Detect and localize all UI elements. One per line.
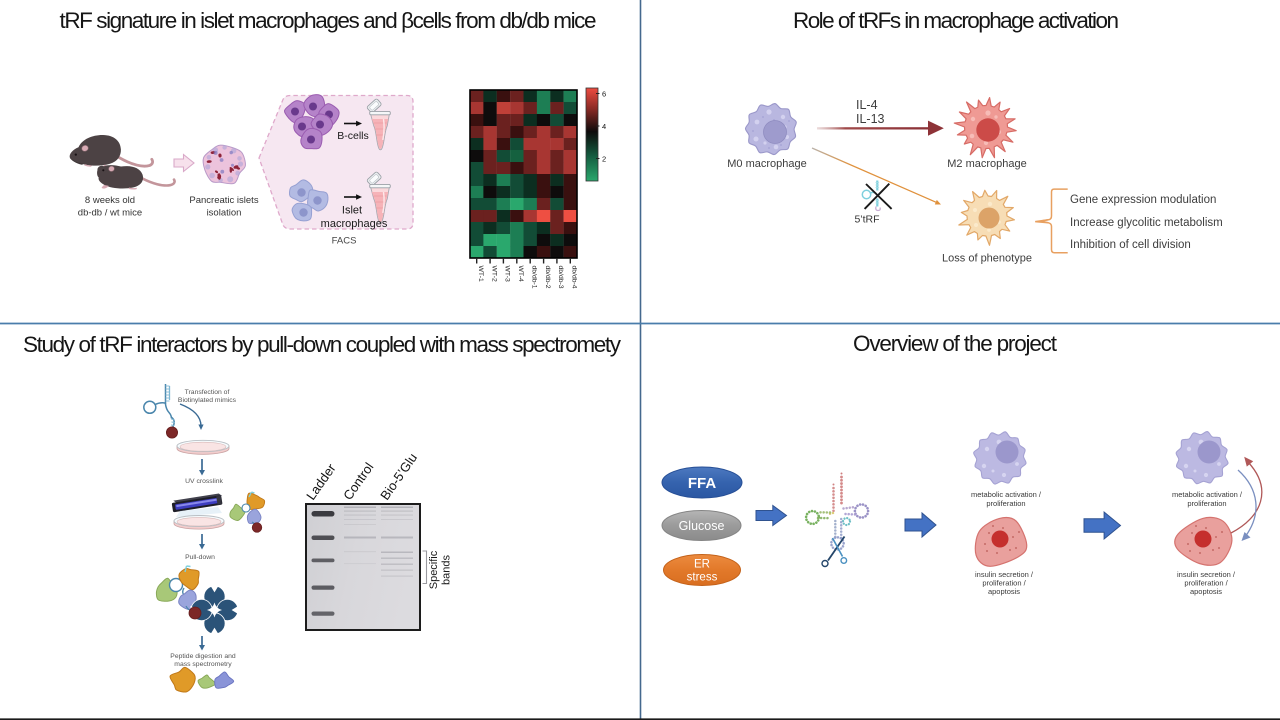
svg-text:WT-4: WT-4 bbox=[517, 266, 524, 282]
svg-text:Pancreatic islets: Pancreatic islets bbox=[189, 195, 258, 206]
svg-text:Transfection of: Transfection of bbox=[185, 389, 230, 396]
svg-text:FACS: FACS bbox=[332, 236, 357, 247]
svg-text:5’tRF: 5’tRF bbox=[854, 214, 879, 226]
svg-text:Study of tRF interactors by pu: Study of tRF interactors by pull-down co… bbox=[23, 332, 622, 357]
svg-text:IL-13: IL-13 bbox=[856, 112, 885, 126]
svg-text:Pull-down: Pull-down bbox=[185, 554, 215, 561]
svg-text:UV crosslink: UV crosslink bbox=[185, 478, 223, 485]
svg-text:apoptosis: apoptosis bbox=[988, 587, 1020, 596]
svg-text:Gene expression modulation: Gene expression modulation bbox=[1070, 194, 1216, 206]
svg-text:Overview of the project: Overview of the project bbox=[853, 331, 1058, 356]
svg-text:proliferation /: proliferation / bbox=[982, 579, 1026, 588]
svg-text:8 weeks old: 8 weeks old bbox=[85, 195, 135, 206]
svg-text:bands: bands bbox=[441, 555, 453, 585]
svg-text:Role of tRFs in macrophage act: Role of tRFs in macrophage activation bbox=[793, 8, 1119, 33]
svg-text:Glucose: Glucose bbox=[679, 519, 725, 533]
svg-text:Biotinylated mimics: Biotinylated mimics bbox=[178, 397, 237, 404]
svg-text:db/db-4: db/db-4 bbox=[571, 266, 578, 289]
svg-text:Specific: Specific bbox=[428, 550, 440, 589]
svg-text:WT-3: WT-3 bbox=[504, 266, 511, 282]
svg-text:Islet: Islet bbox=[342, 205, 362, 217]
svg-text:6: 6 bbox=[602, 90, 606, 99]
svg-text:db/db-3: db/db-3 bbox=[557, 266, 564, 289]
svg-text:FFA: FFA bbox=[688, 475, 716, 492]
svg-text:db/db-1: db/db-1 bbox=[530, 266, 537, 289]
svg-text:proliferation: proliferation bbox=[986, 499, 1025, 508]
svg-text:tRF signature in islet macroph: tRF signature in islet macrophages and β… bbox=[60, 8, 597, 33]
svg-text:mass spectrometry: mass spectrometry bbox=[174, 661, 232, 668]
svg-text:db-db / wt mice: db-db / wt mice bbox=[78, 208, 142, 219]
svg-text:apoptosis: apoptosis bbox=[1190, 587, 1222, 596]
svg-text:Loss of phenotype: Loss of phenotype bbox=[942, 253, 1032, 265]
svg-text:metabolic activation /: metabolic activation / bbox=[971, 490, 1042, 499]
svg-text:Increase glycolitic metabolism: Increase glycolitic metabolism bbox=[1070, 217, 1223, 229]
svg-text:insulin secretion /: insulin secretion / bbox=[975, 570, 1034, 579]
svg-text:2: 2 bbox=[602, 155, 606, 164]
svg-text:stress: stress bbox=[687, 572, 718, 584]
svg-text:B-cells: B-cells bbox=[337, 130, 369, 142]
svg-text:IL-4: IL-4 bbox=[856, 98, 878, 112]
svg-text:Peptide digestion and: Peptide digestion and bbox=[170, 653, 236, 660]
svg-text:proliferation: proliferation bbox=[1187, 499, 1226, 508]
svg-text:M0 macrophage: M0 macrophage bbox=[727, 158, 807, 170]
svg-text:isolation: isolation bbox=[207, 208, 242, 219]
svg-text:M2 macrophage: M2 macrophage bbox=[947, 158, 1027, 170]
svg-text:WT-1: WT-1 bbox=[477, 266, 484, 282]
svg-text:insulin secretion /: insulin secretion / bbox=[1177, 570, 1236, 579]
svg-text:metabolic activation /: metabolic activation / bbox=[1172, 490, 1243, 499]
svg-text:ER: ER bbox=[694, 559, 710, 571]
svg-text:4: 4 bbox=[602, 122, 606, 131]
svg-text:proliferation /: proliferation / bbox=[1184, 579, 1228, 588]
svg-text:macrophages: macrophages bbox=[321, 218, 388, 230]
svg-text:WT-2: WT-2 bbox=[490, 266, 497, 282]
svg-text:db/db-2: db/db-2 bbox=[544, 266, 551, 289]
svg-text:Inhibition of cell division: Inhibition of cell division bbox=[1070, 239, 1191, 251]
